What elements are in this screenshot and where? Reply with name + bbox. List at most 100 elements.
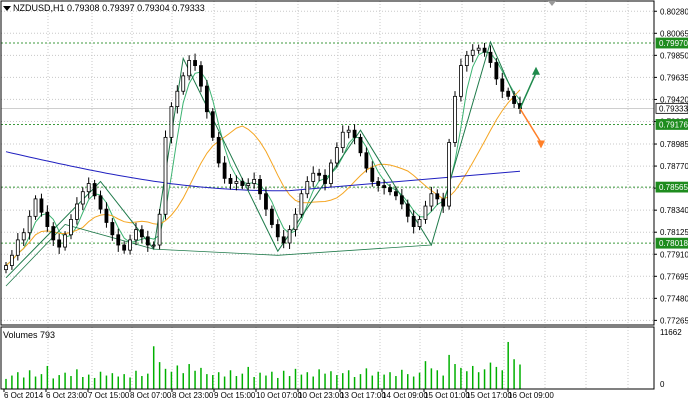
level-tag-label: 0.78565 xyxy=(659,183,688,192)
dropdown-triangle-icon[interactable] xyxy=(3,6,11,12)
candle-body xyxy=(139,229,144,238)
candle-body xyxy=(169,106,174,138)
candle-body xyxy=(370,167,375,182)
candle-body xyxy=(323,174,327,184)
candle-body xyxy=(305,181,310,195)
candle-body xyxy=(240,181,245,186)
level-tag-label: 0.79970 xyxy=(659,39,688,48)
candle-body xyxy=(246,183,251,186)
candle-body xyxy=(69,218,73,236)
level-tag-label: 0.79176 xyxy=(659,120,688,129)
level-tag xyxy=(655,237,688,249)
volume-pane-frame xyxy=(0,326,655,390)
time-tick-label: 15 Oct 01:00 xyxy=(424,391,470,400)
candle-body xyxy=(157,213,162,246)
price-tick-label: 0.77695 xyxy=(660,272,688,281)
time-tick-label: 10 Oct 23:00 xyxy=(298,391,344,400)
time-axis: 6 Oct 2014 6 Oct 23:00 7 Oct 15:00 8 Oct 07… xyxy=(3,389,554,400)
candle-body xyxy=(57,239,62,248)
candle-body xyxy=(10,254,14,266)
price-levels xyxy=(1,42,654,244)
candle-body xyxy=(417,218,422,227)
price-tick-label: 0.79420 xyxy=(660,95,688,104)
candle-body xyxy=(163,136,168,215)
ohlc-high: 0.79397 xyxy=(102,3,135,13)
candle-body xyxy=(199,65,203,87)
candle-body xyxy=(447,142,452,207)
time-tick-label: 16 Oct 09:00 xyxy=(508,391,554,400)
ma-slow-line xyxy=(5,151,521,192)
candle-body xyxy=(352,129,357,138)
candle-body xyxy=(340,131,345,149)
candle-body xyxy=(512,95,516,104)
candle-body xyxy=(39,198,44,213)
level-tag xyxy=(655,181,688,193)
candle-body xyxy=(488,51,493,63)
time-tick-label: 6 Oct 23:00 xyxy=(46,391,88,400)
candle-body xyxy=(86,183,91,193)
candle-body xyxy=(122,244,127,251)
candle-body xyxy=(388,187,392,193)
chart-shift-marker-icon[interactable] xyxy=(548,1,556,6)
candle-body xyxy=(204,85,209,113)
time-tick-label: 15 Oct 17:00 xyxy=(466,391,512,400)
volume-header: Volumes 793 xyxy=(3,330,55,340)
time-tick-label: 8 Oct 23:00 xyxy=(172,391,214,400)
price-tick-label: 0.77910 xyxy=(660,250,688,259)
candle-body xyxy=(358,136,363,154)
candle-body xyxy=(252,179,257,184)
forecast-up-arrow xyxy=(519,72,537,109)
candle-body xyxy=(92,183,97,197)
candle-body xyxy=(234,181,239,184)
price-axis: 0.802800.800650.798500.796350.794200.792… xyxy=(654,7,688,389)
candle-body xyxy=(128,239,132,251)
price-tick-label: 0.77480 xyxy=(660,294,688,303)
zigzag-low-line xyxy=(5,224,432,287)
candle-body xyxy=(394,191,398,197)
candle-body xyxy=(293,213,298,231)
candle-body xyxy=(258,179,262,195)
price-tick-label: 0.80280 xyxy=(660,7,688,16)
candle-body xyxy=(228,177,233,184)
forecast-arrows xyxy=(519,66,545,149)
candle-body xyxy=(104,208,109,223)
candle-body xyxy=(4,265,8,271)
level-tag-label: 0.78018 xyxy=(659,239,688,248)
candle-body xyxy=(33,198,38,217)
candle-body xyxy=(15,239,20,256)
candle-body xyxy=(299,193,304,215)
candle-body xyxy=(459,65,463,97)
candle-body xyxy=(275,224,280,238)
price-pane-frame xyxy=(0,0,655,326)
candle-body xyxy=(175,90,180,108)
time-tick-label: 10 Oct 07:00 xyxy=(256,391,302,400)
volume-label: Volumes 793 xyxy=(3,330,56,340)
candle-body xyxy=(464,54,469,66)
ma-fast-line xyxy=(5,50,521,266)
ma-mid-line xyxy=(5,89,521,266)
candle-body xyxy=(187,60,192,77)
candle-body xyxy=(181,75,186,92)
chart-grid xyxy=(1,1,654,389)
forecast-up-arrowhead xyxy=(532,66,540,75)
candle-body xyxy=(411,215,416,227)
price-tick-label: 0.78985 xyxy=(660,140,688,149)
candle-body xyxy=(222,162,227,179)
candle-body xyxy=(193,60,197,66)
candle-body xyxy=(329,162,333,184)
candle-body xyxy=(45,211,50,227)
price-tick-label: 0.78340 xyxy=(660,206,688,215)
candle-body xyxy=(145,236,150,246)
price-tick-label: 0.79850 xyxy=(660,51,688,60)
candle-body xyxy=(435,193,440,200)
price-tick-label: 0.79635 xyxy=(660,73,688,82)
candle-body xyxy=(110,222,115,236)
price-tick-label: 0.80065 xyxy=(660,29,688,38)
candle-body xyxy=(134,229,138,241)
candle-body xyxy=(116,234,121,246)
chart-header: NZDUSD,H1 0.79308 0.79397 0.79304 0.7933… xyxy=(3,3,205,13)
candle-body xyxy=(281,236,286,244)
candle-body xyxy=(500,78,505,92)
